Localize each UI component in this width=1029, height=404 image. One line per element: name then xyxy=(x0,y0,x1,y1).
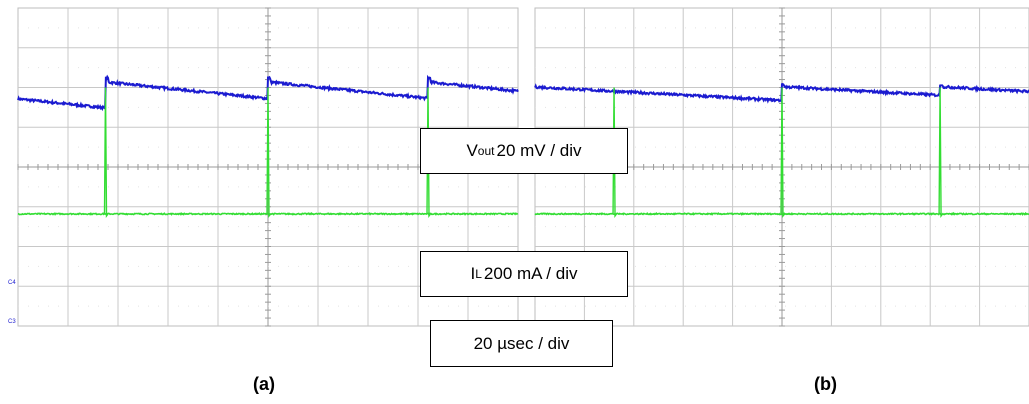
channel-marker-c4: C4 xyxy=(8,280,16,286)
time-scale-text: 20 µsec / div xyxy=(473,333,570,353)
il-spike xyxy=(266,87,272,218)
panel-caption-b: (b) xyxy=(814,374,837,394)
il-spike xyxy=(103,87,109,218)
vout-trace xyxy=(534,82,1029,104)
il-trace xyxy=(534,211,1029,216)
panel-caption-a: (a) xyxy=(253,374,275,394)
vout-trace xyxy=(17,74,519,112)
il-subscript: L xyxy=(475,267,482,281)
il-symbol: I xyxy=(470,264,476,283)
il-spike xyxy=(780,87,786,218)
time-scale-label: 20 µsec / div xyxy=(430,320,613,367)
vout-symbol: V xyxy=(466,141,478,160)
vout-subscript: out xyxy=(477,144,495,158)
il-trace xyxy=(17,211,519,216)
il-spike xyxy=(938,87,944,218)
vout-scale-text: 20 mV / div xyxy=(496,141,582,160)
channel-marker-c3: C3 xyxy=(8,319,16,325)
il-scale-text: 200 mA / div xyxy=(483,264,578,283)
